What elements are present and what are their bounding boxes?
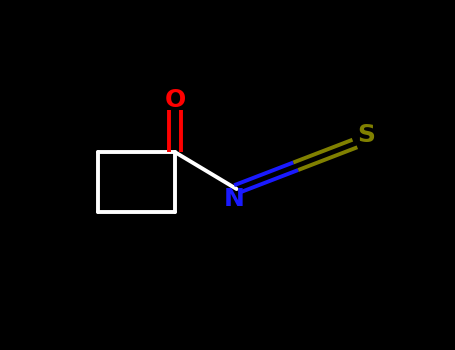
Text: N: N	[224, 188, 245, 211]
Text: S: S	[357, 123, 375, 147]
Text: O: O	[165, 88, 186, 112]
